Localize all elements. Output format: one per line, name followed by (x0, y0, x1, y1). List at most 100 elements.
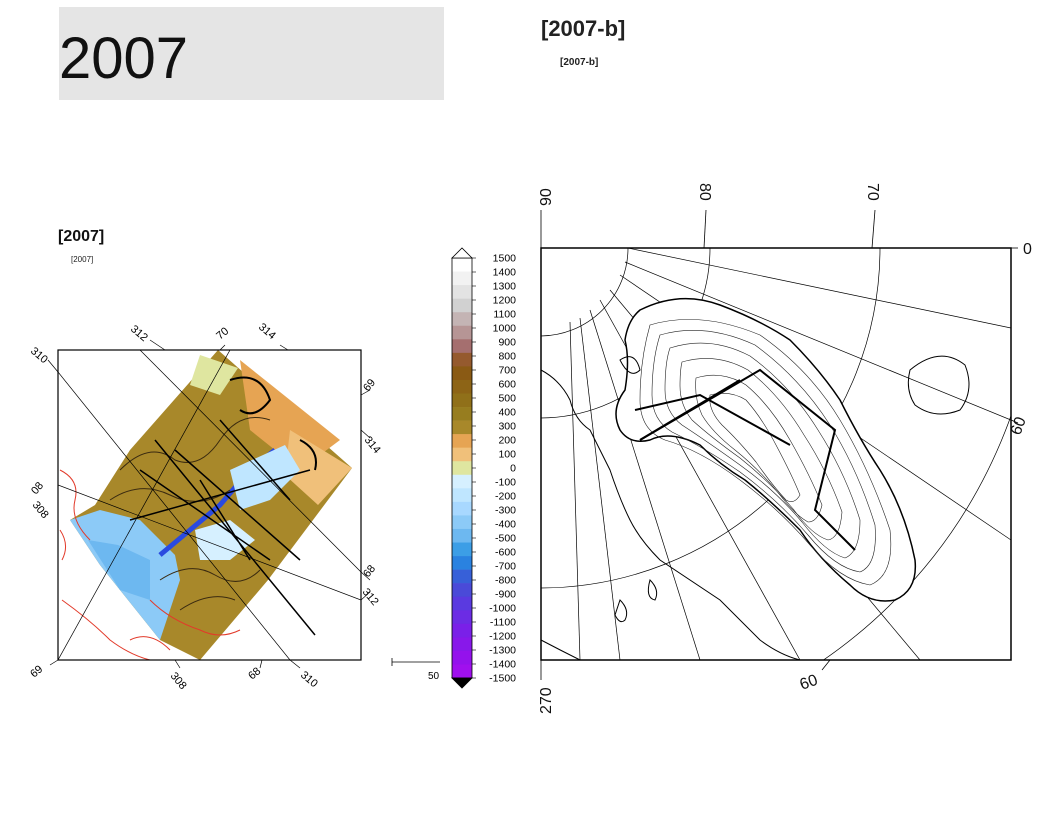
lon-label: 80 (696, 183, 713, 201)
colorbar-tick-label: 500 (498, 393, 516, 405)
colorbar-swatch (452, 569, 472, 584)
colorbar-swatch (452, 339, 472, 354)
colorbar-tick-label: 400 (498, 407, 516, 419)
right-map: 90 80 70 270 60 0 60 (538, 183, 1032, 714)
colorbar-tick-label: -1300 (489, 645, 516, 657)
colorbar-tick-label: -700 (495, 561, 516, 573)
relief-patch (285, 430, 352, 505)
colorbar-swatch (452, 434, 472, 448)
lon-label: 270 (538, 687, 555, 714)
greenland-coast (615, 297, 917, 602)
grid-label: 68 (361, 563, 378, 580)
left-map-frame (57, 349, 362, 661)
coastline (59, 469, 171, 660)
colorbar-swatch (452, 461, 472, 476)
colorbar-swatch (452, 542, 472, 557)
colorbar-ticks: 1500140013001200110010009008007006005004… (472, 253, 516, 685)
ice-edge (229, 376, 317, 471)
grid-label: 312 (128, 323, 150, 344)
colorbar-swatch (452, 285, 472, 299)
colorbar-swatch (452, 596, 472, 611)
colorbar-swatch (452, 298, 472, 313)
colorbar-swatch (452, 312, 472, 327)
left-map-subcaption: [2007] (71, 255, 94, 264)
data-area-terrain (70, 350, 352, 660)
colorbar-tick-label: 1400 (493, 267, 517, 279)
colorbar-tick-label: 100 (498, 449, 516, 461)
colorbar-tick-label: -1100 (490, 617, 516, 629)
colorbar-swatch (452, 623, 472, 638)
lon-label: 60 (798, 672, 821, 694)
colorbar-swatch (452, 610, 472, 625)
colorbar: 1500140013001200110010009008007006005004… (451, 247, 516, 689)
grid-label: 308 (30, 499, 51, 521)
colorbar-tick-label: 900 (498, 337, 516, 349)
colorbar-swatch (452, 583, 472, 598)
grid-label: 08 (29, 480, 46, 497)
grid-label: 310 (298, 669, 320, 690)
colorbar-swatch (452, 379, 472, 394)
colorbar-tick-label: 0 (510, 463, 516, 475)
colorbar-swatch (452, 528, 472, 543)
colorbar-tick-label: 1500 (493, 253, 517, 265)
contour-lines (109, 417, 271, 611)
colorbar-swatch (452, 366, 472, 381)
colorbar-tick-label: -800 (495, 575, 516, 587)
colorbar-tick-label: 1100 (493, 309, 516, 321)
colorbar-tick-label: 600 (498, 379, 516, 391)
colorbar-tick-label: -600 (495, 547, 516, 559)
colorbar-tick-label: -1200 (489, 631, 516, 643)
grid-label: 308 (168, 670, 189, 692)
grid-label: 312 (360, 586, 381, 608)
colorbar-tick-label: 1000 (493, 323, 517, 335)
colorbar-swatch (452, 407, 472, 421)
relief-patch (190, 355, 238, 395)
neighbouring-coasts (541, 355, 970, 660)
grid-label: 69 (361, 377, 378, 394)
colorbar-tick-label: 1200 (493, 295, 517, 307)
grid-label: 314 (362, 434, 383, 456)
lon-label: 70 (864, 183, 881, 201)
lat-label: 60 (1008, 415, 1030, 438)
flight-tracks (129, 419, 316, 636)
colorbar-swatch (452, 488, 472, 503)
water-area (195, 520, 255, 560)
colorbar-swatch (452, 420, 472, 435)
right-map-subcaption: [2007-b] (560, 57, 599, 68)
colorbar-tick-label: -1000 (489, 603, 516, 615)
colorbar-tick-label: -900 (495, 589, 516, 601)
water-area (230, 445, 300, 510)
left-map: 312 70 314 310 69 314 308 08 68 312 69 3… (28, 321, 440, 692)
colorbar-swatches (451, 257, 473, 679)
grid-label: 68 (246, 665, 263, 682)
coastline (59, 529, 241, 636)
grid-ticks (47, 339, 371, 669)
colorbar-swatch (452, 664, 472, 679)
colorbar-tick-label: 200 (498, 435, 516, 447)
colorbar-tick-label: 700 (498, 365, 516, 377)
colorbar-swatch (452, 325, 472, 340)
colorbar-swatch (452, 650, 472, 665)
colorbar-swatch (452, 637, 472, 652)
colorbar-swatch (452, 258, 472, 272)
title-panel (59, 7, 444, 100)
colorbar-tick-label: -1500 (489, 673, 516, 685)
colorbar-tick-label: -1400 (489, 659, 516, 671)
scale-label: 50 km (428, 671, 440, 682)
colorbar-swatch (452, 447, 472, 462)
water-area (88, 540, 150, 600)
colorbar-tick-label: -400 (495, 519, 516, 531)
left-map-caption: [2007] (58, 228, 105, 245)
colorbar-tick-label: -200 (495, 491, 516, 503)
grid-label: 69 (28, 663, 45, 680)
colorbar-top-triangle (451, 247, 473, 259)
right-map-labels: 90 80 70 270 60 0 60 (538, 183, 1032, 714)
colorbar-swatch (452, 501, 472, 516)
colorbar-tick-label: -300 (495, 505, 516, 517)
right-map-frame (540, 247, 1012, 661)
colorbar-swatch (452, 271, 472, 286)
graticule (58, 350, 361, 660)
colorbar-tick-label: 1300 (493, 281, 517, 293)
elevation-contours (639, 319, 892, 586)
grid-label: 314 (256, 321, 278, 342)
